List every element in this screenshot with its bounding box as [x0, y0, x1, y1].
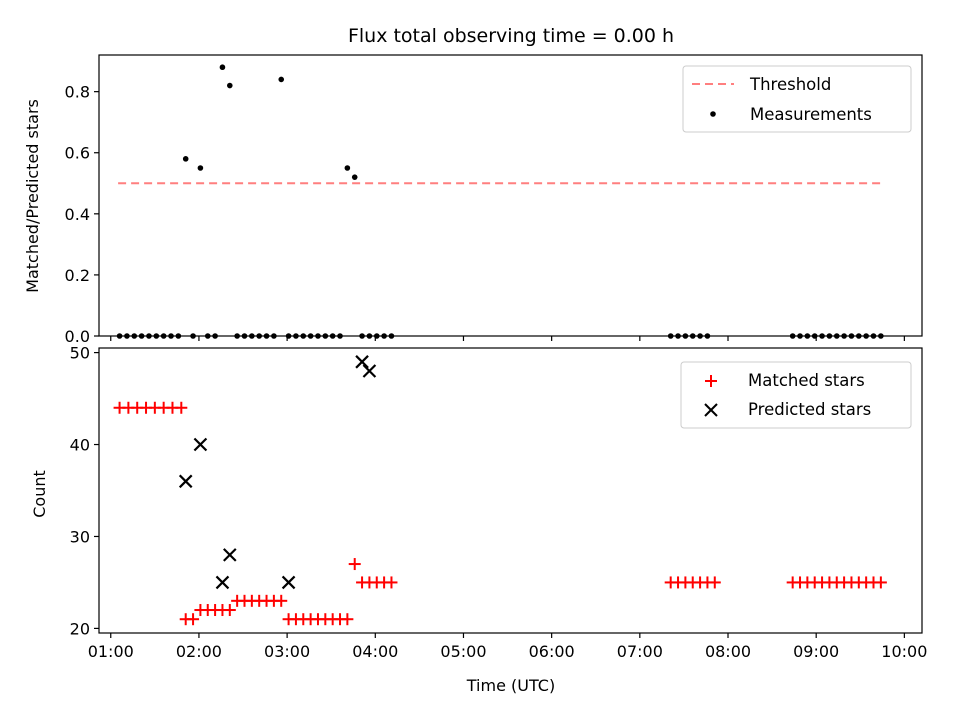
bottom-y-axis-label: Count	[30, 470, 49, 518]
y-tick-label: 30	[70, 527, 90, 546]
measurement-point	[351, 174, 358, 180]
predicted-star-point	[281, 575, 296, 590]
x-tick-label: 06:00	[529, 642, 575, 661]
legend-predicted-label: Predicted stars	[748, 400, 871, 419]
legend-predicted-swatch	[704, 403, 718, 417]
series-matched-stars	[113, 401, 887, 626]
measurement-point	[278, 76, 285, 83]
chart-title: Flux total observing time = 0.00 h	[348, 25, 674, 47]
predicted-star-point	[362, 364, 377, 378]
measurement-point	[219, 64, 226, 71]
x-axis-label: Time (UTC)	[466, 676, 555, 695]
x-tick-label: 02:00	[176, 642, 222, 661]
x-tick-label: 09:00	[793, 642, 839, 661]
measurement-point	[197, 165, 204, 171]
predicted-star-point	[355, 355, 369, 369]
matched-star-point	[348, 558, 361, 571]
matched-star-point	[874, 576, 887, 589]
predicted-star-point	[193, 437, 208, 452]
bottom-axes-frame	[98, 347, 923, 634]
y-tick-label: 0.4	[65, 205, 90, 224]
top-legend-box	[682, 65, 912, 133]
y-tick-label: 50	[70, 344, 90, 363]
x-tick-label: 04:00	[352, 642, 398, 661]
measurement-point	[182, 156, 189, 162]
y-tick-label: 40	[70, 436, 90, 455]
top-axes-frame	[98, 54, 923, 337]
legend-threshold-label: Threshold	[749, 75, 831, 94]
y-tick-label: 0.0	[65, 327, 90, 346]
top-y-axis-label: Matched/Predicted stars	[23, 99, 42, 293]
matched-star-point	[341, 613, 354, 626]
series-predicted-stars	[178, 355, 377, 590]
matched-star-point	[175, 401, 188, 414]
x-tick-label: 07:00	[617, 642, 663, 661]
y-tick-label: 20	[70, 619, 90, 638]
x-tick-label: 01:00	[88, 642, 134, 661]
top-axes: 0.00.20.40.60.8 Matched/Predicted stars …	[23, 54, 923, 346]
legend-matched-label: Matched stars	[748, 371, 865, 390]
bottom-legend: Matched stars Predicted stars	[680, 361, 912, 429]
matched-star-point	[187, 613, 200, 626]
matched-star-point	[275, 594, 288, 607]
matched-star-point	[708, 576, 721, 589]
x-tick-label: 05:00	[440, 642, 486, 661]
legend-matched-swatch	[705, 375, 717, 387]
x-tick-label: 03:00	[264, 642, 310, 661]
matched-star-point	[385, 576, 398, 589]
matched-star-point	[223, 604, 236, 617]
x-tick-label: 10:00	[881, 642, 927, 661]
y-tick-label: 0.8	[65, 83, 90, 102]
measurement-point	[344, 165, 351, 171]
y-tick-label: 0.2	[65, 266, 90, 285]
measurement-point	[226, 82, 233, 89]
predicted-star-point	[178, 474, 193, 489]
y-tick-label: 0.6	[65, 144, 90, 163]
legend-measurements-label: Measurements	[750, 105, 872, 124]
bottom-axes: 20 30 40 50 01:00 02:00 03:00 04:00 05:00 06:00 0…	[30, 344, 927, 695]
x-tick-label: 08:00	[705, 642, 751, 661]
predicted-star-point	[215, 575, 230, 590]
top-legend: Threshold Measurements	[682, 65, 912, 133]
predicted-star-point	[223, 548, 237, 562]
bottom-legend-box	[680, 361, 912, 429]
legend-measurements-swatch	[710, 111, 716, 117]
